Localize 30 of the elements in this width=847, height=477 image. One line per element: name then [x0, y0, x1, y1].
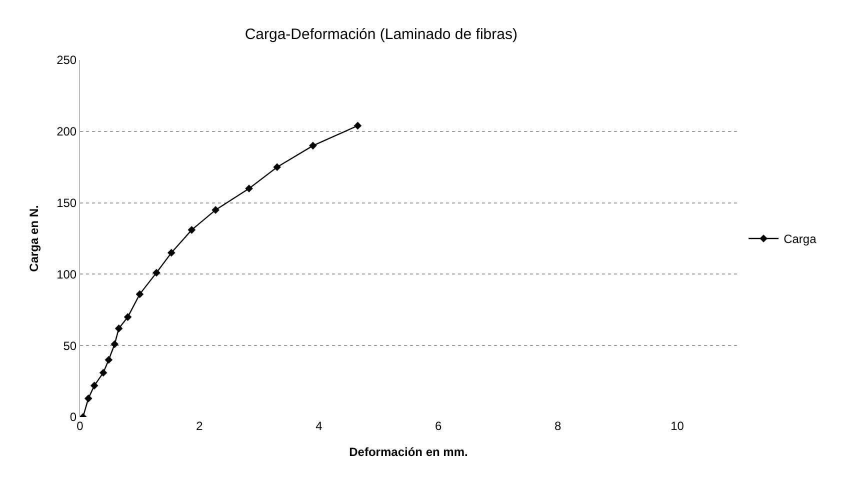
x-tick-label: 6: [435, 419, 442, 433]
point: [245, 184, 253, 192]
point: [212, 206, 220, 214]
point: [84, 394, 92, 402]
x-tick-label: 4: [316, 419, 323, 433]
point: [104, 356, 113, 364]
point: [136, 290, 144, 298]
y-axis-title: Carga en N.: [26, 205, 41, 272]
x-axis-title: Deformación en mm.: [349, 444, 468, 459]
y-tick-label: 50: [63, 338, 77, 353]
point: [124, 313, 132, 321]
point: [309, 142, 317, 150]
legend-label: Carga: [784, 232, 817, 246]
point: [167, 248, 176, 257]
point: [354, 122, 362, 130]
x-tick-label: 8: [554, 419, 562, 433]
point: [188, 226, 196, 234]
x-tick-label: 10: [670, 419, 684, 433]
point: [273, 163, 281, 171]
point: [90, 382, 98, 390]
y-tick-label: 150: [56, 196, 77, 210]
point: [99, 368, 108, 377]
y-tick-label: 250: [56, 53, 77, 68]
chart-title: Carga-Deformación (Laminado de fibras): [244, 26, 518, 44]
point: [152, 268, 160, 277]
y-tick-label: 100: [56, 267, 77, 282]
point: [110, 340, 119, 348]
y-tick-label: 200: [56, 124, 77, 139]
point: [114, 324, 123, 332]
x-tick-label: 2: [196, 419, 204, 433]
